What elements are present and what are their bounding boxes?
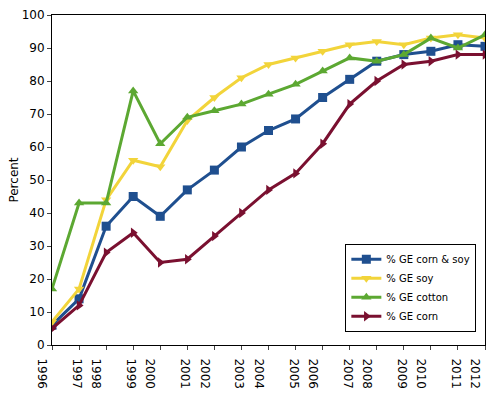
svg-text:30: 30: [29, 239, 44, 253]
svg-text:2009: 2009: [395, 358, 409, 389]
svg-text:2000: 2000: [143, 358, 157, 389]
svg-text:2010: 2010: [414, 358, 428, 389]
svg-text:2003: 2003: [232, 358, 246, 389]
svg-text:2001: 2001: [178, 358, 192, 389]
svg-text:1998: 1998: [89, 358, 103, 389]
svg-text:% GE cotton: % GE cotton: [386, 292, 448, 303]
svg-text:2012: 2012: [468, 358, 482, 389]
svg-text:40: 40: [29, 206, 44, 220]
svg-text:0: 0: [37, 338, 45, 352]
svg-text:60: 60: [29, 140, 44, 154]
svg-text:% GE soy: % GE soy: [386, 273, 433, 284]
svg-text:80: 80: [29, 74, 44, 88]
svg-text:2005: 2005: [287, 358, 301, 389]
svg-text:1999: 1999: [124, 358, 138, 389]
svg-text:2008: 2008: [360, 358, 374, 389]
svg-text:2007: 2007: [341, 358, 355, 389]
svg-text:2006: 2006: [306, 358, 320, 389]
svg-text:% GE corn & soy: % GE corn & soy: [386, 254, 469, 265]
svg-text:90: 90: [29, 41, 44, 55]
svg-text:1996: 1996: [35, 358, 49, 389]
svg-text:100: 100: [22, 8, 45, 22]
svg-text:% GE corn: % GE corn: [386, 311, 438, 322]
svg-text:50: 50: [29, 173, 44, 187]
svg-text:2004: 2004: [252, 358, 266, 389]
svg-text:2011: 2011: [449, 358, 463, 389]
svg-text:70: 70: [29, 107, 44, 121]
svg-text:10: 10: [29, 305, 44, 319]
svg-text:Percent: Percent: [7, 157, 21, 202]
svg-text:2002: 2002: [198, 358, 212, 389]
svg-text:20: 20: [29, 272, 44, 286]
svg-text:1997: 1997: [70, 358, 84, 389]
